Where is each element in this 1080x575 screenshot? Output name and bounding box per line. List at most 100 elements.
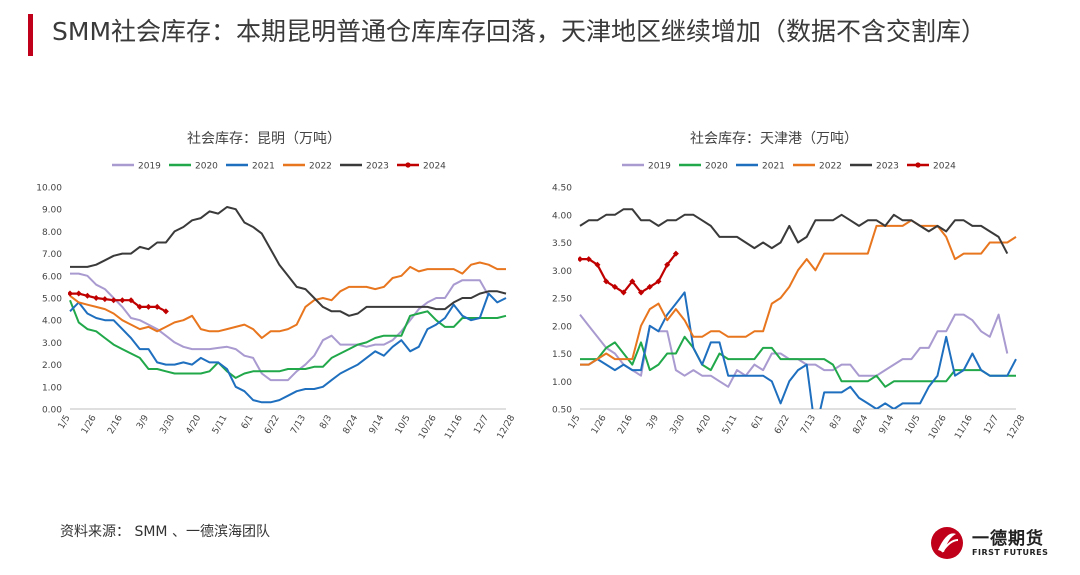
- x-tick-label: 8/24: [852, 413, 871, 436]
- x-tick-label: 10/5: [394, 414, 413, 437]
- series-2019: [70, 272, 490, 382]
- series-2023: [70, 206, 507, 317]
- data-point-2024: [629, 278, 636, 285]
- page-title: SMM社会库存：本期昆明普通仓库库存回落，天津地区继续增加（数据不含交割库）: [52, 17, 987, 46]
- series-2021: [69, 292, 507, 404]
- data-point-2024: [603, 278, 610, 285]
- data-point-2024: [154, 303, 161, 310]
- x-tick-label: 4/20: [185, 413, 204, 436]
- legend-item-2023: 2023: [850, 162, 899, 172]
- x-tick-label: 1/26: [590, 413, 609, 436]
- series-line-2024: [580, 252, 677, 294]
- legend-label: 2022: [309, 162, 332, 172]
- y-tick-label: 0.00: [42, 406, 62, 416]
- x-tick-label: 8/3: [318, 414, 334, 432]
- source-note: 资料来源： SMM 、一德滨海团队: [60, 524, 270, 540]
- data-point-2024: [128, 297, 135, 304]
- x-tick-label: 6/1: [750, 414, 766, 432]
- chart-svg: 社会库存：天津港（万吨） 2019 2020 2021 2022 2023 2024 0.50…: [552, 131, 1028, 441]
- x-tick-label: 11/16: [443, 413, 465, 441]
- series-line-2020: [69, 299, 507, 379]
- series-2021: [580, 291, 1017, 409]
- y-tick-label: 4.00: [42, 317, 62, 327]
- logo-text-en: FIRST FUTURES: [972, 548, 1049, 557]
- chart-title: 社会库存：昆明（万吨）: [187, 131, 341, 147]
- series-2020: [69, 299, 507, 379]
- x-tick-label: 12/7: [472, 414, 491, 437]
- y-tick-label: 2.50: [552, 295, 572, 305]
- legend-item-2023: 2023: [340, 162, 389, 172]
- x-tick-label: 10/26: [927, 413, 949, 441]
- series-line-2023: [70, 206, 507, 317]
- data-point-2024: [594, 261, 601, 268]
- data-point-2024: [672, 250, 679, 257]
- data-point-2024: [162, 308, 169, 315]
- logo-emblem-icon: [931, 527, 963, 559]
- y-tick-label: 4.00: [552, 211, 572, 221]
- data-point-2024: [655, 278, 662, 285]
- series-2022: [580, 219, 1017, 366]
- legend-label: 2023: [366, 162, 389, 172]
- x-tick-label: 6/1: [240, 414, 256, 432]
- chart-svg: 社会库存：昆明（万吨） 2019 2020 2021 2022 2023 2024 0.00 1…: [36, 131, 517, 441]
- legend-item-2024: 2024: [907, 162, 956, 172]
- legend-item-2020: 2020: [679, 162, 728, 172]
- x-tick-label: 8/24: [342, 413, 361, 436]
- y-tick-label: 3.00: [42, 339, 62, 349]
- x-tick-label: 1/5: [567, 414, 583, 432]
- chart-title: 社会库存：天津港（万吨）: [690, 131, 858, 147]
- x-tick-label: 9/14: [878, 413, 897, 436]
- x-tick-label: 3/30: [158, 413, 177, 436]
- x-tick-label: 3/9: [645, 413, 661, 431]
- legend-label: 2023: [876, 162, 899, 172]
- legend-label: 2021: [252, 162, 275, 172]
- y-tick-label: 1.50: [552, 350, 572, 360]
- series-2024: [68, 290, 169, 315]
- data-point-2024: [145, 303, 152, 310]
- data-point-2024: [646, 283, 653, 290]
- x-tick-label: 12/7: [982, 414, 1001, 437]
- legend-label: 2024: [423, 162, 446, 172]
- legend-label: 2024: [933, 162, 956, 172]
- y-tick-label: 10.00: [36, 184, 62, 194]
- data-point-2024: [620, 289, 627, 296]
- y-tick-label: 4.50: [552, 184, 572, 194]
- series-2022: [69, 261, 506, 339]
- data-point-2024: [93, 295, 100, 301]
- x-tick-label: 4/20: [695, 413, 714, 436]
- y-tick-label: 2.00: [42, 361, 62, 371]
- series-line-2021: [580, 291, 1017, 409]
- legend-label: 2020: [195, 162, 218, 172]
- data-point-2024: [136, 303, 143, 310]
- x-tick-label: 2/16: [616, 413, 635, 436]
- series-2023: [579, 208, 1009, 255]
- chart-kunming: 社会库存：昆明（万吨） 2019 2020 2021 2022 2023 2024 0.00 1…: [20, 95, 520, 454]
- data-point-2024: [578, 256, 583, 263]
- legend-item-2024: 2024: [397, 162, 446, 172]
- x-tick-label: 7/13: [799, 414, 818, 437]
- legend-item-2019: 2019: [622, 162, 671, 172]
- y-tick-label: 5.00: [42, 295, 62, 305]
- title-accent-bar: [28, 14, 33, 56]
- x-tick-label: 10/26: [417, 413, 439, 441]
- series-line-2019: [70, 272, 490, 382]
- legend-label: 2020: [705, 162, 728, 172]
- company-logo: 一德期货 FIRST FUTURES: [928, 524, 1068, 564]
- x-tick-label: 3/30: [668, 413, 687, 436]
- series-line-2023: [579, 208, 1009, 255]
- data-point-2024: [611, 283, 618, 290]
- x-tick-label: 10/5: [904, 414, 923, 437]
- x-tick-label: 8/3: [828, 414, 844, 432]
- data-point-2024: [110, 297, 117, 304]
- y-tick-label: 3.00: [552, 267, 572, 277]
- y-tick-label: 3.50: [552, 239, 572, 249]
- x-tick-label: 7/13: [289, 414, 308, 437]
- x-tick-label: 12/28: [1006, 413, 1028, 441]
- y-tick-label: 6.00: [42, 272, 62, 282]
- legend-label: 2022: [819, 162, 842, 172]
- series-line-2021: [69, 292, 507, 404]
- data-point-2024: [585, 256, 592, 263]
- legend-item-2019: 2019: [112, 162, 161, 172]
- y-tick-label: 8.00: [42, 228, 62, 238]
- series-line-2022: [69, 261, 506, 339]
